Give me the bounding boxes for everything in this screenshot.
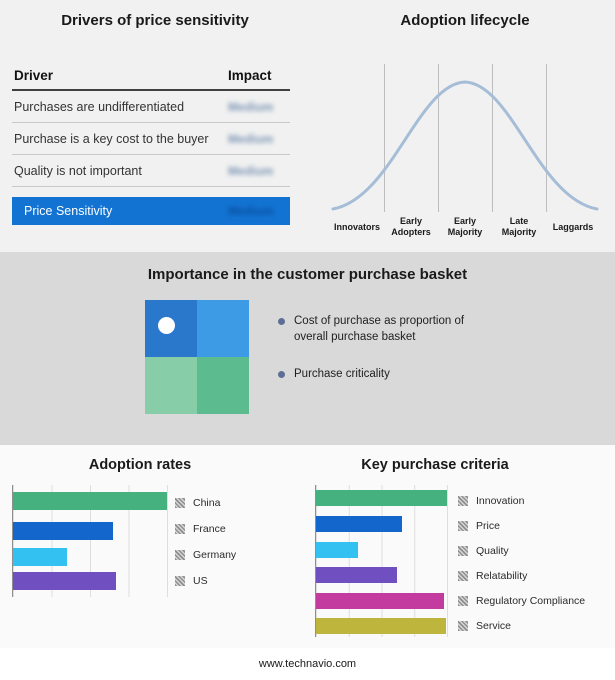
legend-label: Germany [193,549,237,561]
legend-item: Regulatory Compliance [458,595,585,607]
stage-label: Early Majority [447,216,483,237]
driver-cell: Purchase is a key cost to the buyer [14,131,209,146]
lifecycle-curve [331,80,599,211]
legend-item: Service [458,620,585,632]
adoption-rates-chart [12,485,168,597]
segment-separator [384,64,385,212]
price-sensitivity-highlight-row: Price Sensitivity Medium [12,197,290,225]
legend-item: Innovation [458,495,585,507]
drivers-panel-title: Drivers of price sensitivity [61,12,249,29]
legend-label: Service [476,620,512,632]
legend-label: Innovation [476,495,525,507]
table-header-row: Driver Impact [12,62,290,91]
legend-item: China [175,497,236,509]
bar [316,567,398,583]
bar [13,492,167,510]
position-dot [158,317,175,334]
bar [316,516,403,532]
table-row: Purchase is a key cost to the buyer Medi… [12,123,290,155]
legend-swatch-icon [175,498,185,508]
bar [316,490,447,506]
bar [13,522,114,540]
lifecycle-curve-path [331,80,599,211]
adoption-rates-title: Adoption rates [88,457,192,473]
legend-item: Germany [175,549,236,561]
driver-cell: Purchases are undifferentiated [14,99,185,114]
segment-separator [492,64,493,212]
key-purchase-criteria-chart [315,485,448,637]
legend-swatch-icon [458,546,468,556]
legend-item: France [175,523,236,535]
legend-item: Relatability [458,570,585,582]
legend-swatch-icon [458,621,468,631]
column-header-driver: Driver [14,68,54,83]
lifecycle-panel-title: Adoption lifecycle [400,12,530,29]
basket-bullet-list: Cost of purchase as proportion of overal… [278,314,513,405]
legend-item: US [175,575,236,587]
basket-panel-title: Importance in the customer purchase bask… [147,266,468,283]
bullet-dot [278,371,285,379]
bottom-charts-section: Adoption rates China France Germany US [0,445,615,680]
bullet-item: Cost of purchase as proportion of overal… [278,314,513,345]
legend-swatch-icon [175,576,185,586]
legend-label: Quality [476,545,509,557]
column-header-impact: Impact [228,68,272,83]
legend-item: Price [458,520,585,532]
legend-swatch-icon [458,521,468,531]
legend-label: US [193,575,208,587]
segment-separator [438,64,439,212]
stage-label: Laggards [552,221,594,232]
bullet-text: Purchase criticality [294,368,390,381]
segment-separator [546,64,547,212]
quadrant-graphic [145,300,249,414]
stage-label: Late Majority [501,216,537,237]
bar [316,618,446,634]
table-row: Quality is not important Medium [12,155,290,187]
impact-badge: Medium [228,99,274,114]
bar [13,548,67,566]
legend-swatch-icon [458,571,468,581]
quadrant-cell [197,300,249,357]
legend-label: Relatability [476,570,528,582]
legend-label: France [193,523,226,535]
key-purchase-criteria-title: Key purchase criteria [361,457,509,473]
legend-label: China [193,497,221,509]
stage-label: Early Adopters [391,216,431,237]
bar [316,542,358,558]
legend-item: Quality [458,545,585,557]
stage-label: Innovators [333,221,380,232]
footer: www.technavio.com [0,648,615,680]
legend-swatch-icon [458,596,468,606]
impact-badge: Medium [228,163,274,178]
drivers-table: Driver Impact Purchases are undifferenti… [12,62,290,225]
footer-url: www.technavio.com [258,658,357,670]
bullet-dot [278,318,285,325]
bar [316,593,445,609]
purchase-basket-section: Importance in the customer purchase bask… [0,252,615,445]
bullet-item: Purchase criticality [278,367,513,383]
legend-swatch-icon [458,496,468,506]
impact-badge: Medium [228,204,274,218]
lifecycle-chart [330,62,600,212]
driver-cell: Price Sensitivity [24,204,113,218]
table-row: Purchases are undifferentiated Medium [12,91,290,123]
top-section: Drivers of price sensitivity Driver Impa… [0,0,615,252]
lifecycle-stage-labels: Innovators Early Adopters Early Majority… [330,214,600,240]
driver-cell: Quality is not important [14,163,142,178]
adoption-rates-legend: China France Germany US [175,497,236,601]
quadrant-cell [197,357,249,414]
legend-label: Regulatory Compliance [476,595,586,607]
bar [13,572,117,590]
legend-label: Price [476,520,500,532]
quadrant-cell [145,357,197,414]
legend-swatch-icon [175,550,185,560]
legend-swatch-icon [175,524,185,534]
key-purchase-criteria-legend: Innovation Price Quality Relatability Re… [458,495,585,645]
bullet-text: Cost of purchase as proportion of overal… [294,315,465,343]
impact-badge: Medium [228,131,274,146]
